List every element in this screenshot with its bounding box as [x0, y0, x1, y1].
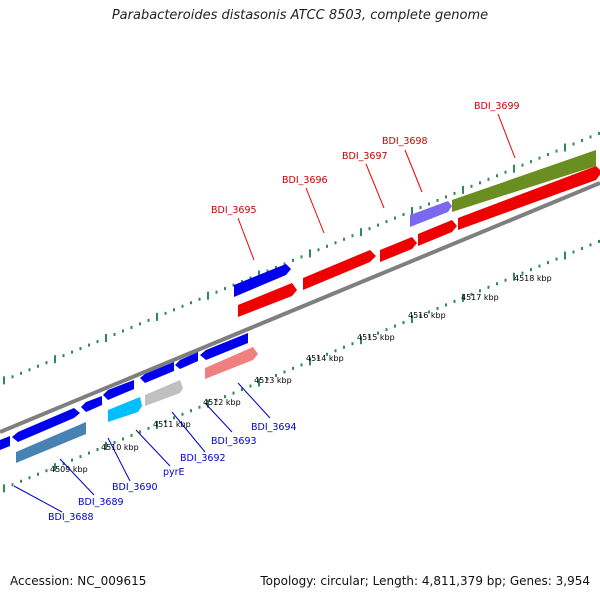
- gene-arrow[interactable]: [452, 150, 596, 212]
- gene-label-bdi-3698: BDI_3698: [382, 136, 428, 147]
- gene-arrow[interactable]: [16, 422, 86, 463]
- gene-label-bdi-3699: BDI_3699: [474, 101, 520, 112]
- gene-arrow[interactable]: [234, 264, 291, 297]
- reverse-strand-genes: [0, 201, 452, 450]
- scale-label: 4509 kbp: [50, 465, 88, 474]
- gene-label-bdi-3692: BDI_3692: [180, 453, 226, 464]
- gene-arrow[interactable]: [458, 166, 600, 230]
- gene-arrow[interactable]: [103, 380, 134, 400]
- scale-label: 4511 kbp: [153, 420, 191, 429]
- topology-text: Topology: circular; Length: 4,811,379 bp…: [260, 574, 590, 588]
- scale-labels: 4509 kbp 4510 kbp 4511 kbp 4512 kbp 4513…: [50, 274, 552, 474]
- gene-arrow[interactable]: [410, 201, 452, 227]
- gene-label-bdi-3689: BDI_3689: [78, 497, 124, 508]
- scale-label: 4515 kbp: [357, 333, 395, 342]
- gene-label-bdi-3690: BDI_3690: [112, 482, 158, 493]
- gene-label-bdi-3693: BDI_3693: [211, 436, 257, 447]
- scale-label: 4516 kbp: [408, 311, 446, 320]
- label-leaders: [13, 113, 516, 513]
- scale-label: 4514 kbp: [306, 354, 344, 363]
- scale-label: 4517 kbp: [461, 293, 499, 302]
- gene-arrow[interactable]: [380, 237, 417, 262]
- genome-backbone: [0, 181, 600, 434]
- gene-arrow[interactable]: [200, 333, 248, 360]
- gene-label-bdi-3696: BDI_3696: [282, 175, 328, 186]
- gene-arrow[interactable]: [303, 250, 376, 290]
- gene-arrow[interactable]: [205, 347, 258, 379]
- map-title: Parabacteroides distasonis ATCC 8503, co…: [111, 8, 489, 23]
- gene-label-bdi-3697: BDI_3697: [342, 151, 388, 162]
- gene-arrow[interactable]: [238, 283, 297, 317]
- gene-arrow[interactable]: [418, 220, 457, 246]
- tick-tracks: [3, 131, 600, 493]
- gene-arrow[interactable]: [12, 408, 80, 442]
- forward-strand-genes: [238, 150, 600, 317]
- gene-label-pyre: pyrE: [163, 467, 185, 478]
- gene-arrow[interactable]: [140, 362, 174, 383]
- scale-label: 4512 kbp: [203, 398, 241, 407]
- scale-label: 4510 kbp: [101, 443, 139, 452]
- gene-arrow[interactable]: [145, 380, 183, 406]
- scale-label: 4513 kbp: [254, 376, 292, 385]
- accession-text: Accession: NC_009615: [10, 574, 147, 588]
- gene-label-bdi-3688: BDI_3688: [48, 512, 94, 523]
- gene-arrow[interactable]: [175, 352, 198, 369]
- gene-arrow[interactable]: [0, 436, 10, 450]
- scale-label: 4518 kbp: [514, 274, 552, 283]
- gene-arrow[interactable]: [108, 397, 142, 422]
- gene-arrow[interactable]: [81, 396, 102, 412]
- inner-track-genes: [16, 347, 258, 463]
- gene-label-bdi-3695: BDI_3695: [211, 205, 257, 216]
- gene-label-bdi-3694: BDI_3694: [251, 422, 297, 433]
